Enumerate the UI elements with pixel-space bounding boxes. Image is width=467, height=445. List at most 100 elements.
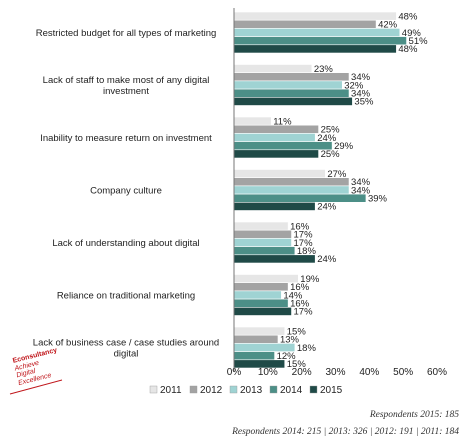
bar-2014 bbox=[233, 246, 296, 256]
category-label: Reliance on traditional marketing bbox=[57, 291, 195, 302]
value-label-2013: 18% bbox=[297, 343, 317, 354]
bar-2015 bbox=[233, 202, 316, 211]
value-label-2015: 25% bbox=[321, 149, 341, 160]
value-label-2013: 34% bbox=[351, 185, 371, 196]
value-labels: 48%42%49%51%48%23%34%32%34%35%11%25%24%2… bbox=[273, 11, 428, 370]
value-label-2014: 34% bbox=[351, 89, 371, 100]
bar-2015 bbox=[233, 306, 292, 316]
x-tick-label: 40% bbox=[359, 367, 379, 378]
bar-2011 bbox=[233, 64, 313, 73]
value-label-2013: 32% bbox=[344, 80, 364, 91]
x-tick-label: 30% bbox=[325, 367, 345, 378]
bar-2015 bbox=[233, 97, 353, 106]
bars bbox=[233, 11, 407, 369]
bar-2014 bbox=[233, 193, 367, 203]
category-label-line: Company culture bbox=[90, 186, 162, 197]
bar-2013 bbox=[233, 290, 282, 300]
bar-2014 bbox=[233, 36, 407, 46]
respondents-2015-note: Respondents 2015: 185 bbox=[369, 410, 459, 420]
category-label-line: Restricted budget for all types of marke… bbox=[36, 28, 217, 39]
value-label-2015: 15% bbox=[287, 359, 307, 370]
legend-label-2012: 2012 bbox=[200, 385, 223, 396]
value-label-2012: 17% bbox=[294, 230, 314, 241]
value-label-2014: 29% bbox=[334, 141, 354, 152]
value-label-2013: 14% bbox=[283, 290, 303, 301]
value-label-2013: 49% bbox=[402, 28, 422, 39]
x-tick-label: 60% bbox=[427, 367, 447, 378]
value-label-2011: 27% bbox=[327, 169, 347, 180]
bar-2014 bbox=[233, 88, 350, 98]
bar-2012 bbox=[233, 282, 289, 292]
legend-label-2013: 2013 bbox=[240, 385, 263, 396]
category-label: Lack of business case / case studies aro… bbox=[33, 338, 219, 360]
value-label-2014: 16% bbox=[290, 299, 310, 310]
bar-2015 bbox=[233, 44, 397, 54]
legend-swatch-2011 bbox=[149, 385, 158, 394]
category-label-line: Inability to measure return on investmen… bbox=[40, 133, 212, 144]
bar-2011 bbox=[233, 169, 326, 178]
category-label-line: Lack of understanding about digital bbox=[52, 238, 199, 249]
value-label-2011: 11% bbox=[273, 116, 292, 127]
bar-2013 bbox=[233, 28, 401, 37]
category-label: Lack of understanding about digital bbox=[52, 238, 199, 249]
value-label-2011: 16% bbox=[290, 221, 310, 232]
bar-2013 bbox=[233, 238, 292, 247]
category-label-line: Lack of business case / case studies aro… bbox=[33, 338, 219, 349]
value-label-2014: 18% bbox=[297, 246, 317, 257]
x-tick-label: 10% bbox=[258, 367, 278, 378]
value-label-2014: 51% bbox=[409, 36, 429, 47]
bar-2012 bbox=[233, 334, 279, 344]
legend-label-2011: 2011 bbox=[160, 385, 182, 396]
bar-2011 bbox=[233, 11, 397, 21]
bar-2012 bbox=[233, 229, 292, 239]
value-label-2012: 16% bbox=[290, 282, 310, 293]
category-label: Lack of staff to make most of any digita… bbox=[43, 75, 210, 97]
legend-swatch-2015 bbox=[309, 385, 318, 394]
value-label-2014: 12% bbox=[277, 351, 297, 362]
bar-2014 bbox=[233, 351, 275, 361]
category-label-line: Lack of staff to make most of any digita… bbox=[43, 75, 210, 86]
value-label-2012: 13% bbox=[280, 335, 300, 346]
value-label-2013: 24% bbox=[317, 133, 337, 144]
category-label-line: Reliance on traditional marketing bbox=[57, 291, 195, 302]
value-label-2012: 34% bbox=[351, 177, 371, 188]
value-label-2011: 19% bbox=[300, 274, 320, 285]
value-label-2011: 15% bbox=[287, 326, 307, 337]
category-label-line: digital bbox=[114, 349, 139, 360]
bar-2011 bbox=[233, 221, 289, 231]
bar-2013 bbox=[233, 80, 343, 90]
bar-2013 bbox=[233, 185, 350, 195]
value-label-2011: 23% bbox=[314, 64, 334, 75]
category-label: Company culture bbox=[90, 186, 162, 197]
value-label-2015: 35% bbox=[354, 97, 374, 108]
respondents-history-note: Respondents 2014: 215 | 2013: 326 | 2012… bbox=[232, 427, 459, 437]
bar-2013 bbox=[233, 133, 316, 142]
value-label-2012: 25% bbox=[321, 125, 341, 136]
bar-2014 bbox=[233, 298, 289, 308]
bar-2012 bbox=[233, 19, 377, 29]
bar-2011 bbox=[233, 116, 272, 126]
value-label-2014: 39% bbox=[368, 194, 388, 205]
value-label-2012: 34% bbox=[351, 72, 371, 83]
x-tick-label: 0% bbox=[227, 367, 242, 378]
logo-stamp-icon bbox=[9, 379, 63, 395]
x-axis-ticks: 0% 10% 20% 30% 40% 50% 60% bbox=[227, 367, 447, 378]
category-label: Restricted budget for all types of marke… bbox=[36, 28, 217, 39]
category-labels: Restricted budget for all types of marke… bbox=[33, 28, 219, 360]
value-label-2015: 17% bbox=[294, 307, 314, 318]
category-label: Inability to measure return on investmen… bbox=[40, 133, 212, 144]
value-label-2012: 42% bbox=[378, 20, 398, 31]
legend: 2011 2012 2013 2014 2015 bbox=[149, 385, 343, 396]
bar-2015 bbox=[233, 149, 319, 159]
bar-2011 bbox=[233, 274, 299, 283]
econsultancy-logo: Econsultancy Achieve Digital Excellence bbox=[6, 347, 72, 402]
legend-swatch-2012 bbox=[189, 385, 198, 394]
value-label-2015: 24% bbox=[317, 254, 337, 265]
value-label-2013: 17% bbox=[294, 238, 314, 249]
x-tick-label: 20% bbox=[292, 367, 312, 378]
legend-swatch-2014 bbox=[269, 385, 278, 394]
legend-label-2015: 2015 bbox=[320, 385, 343, 396]
value-label-2015: 24% bbox=[317, 202, 337, 213]
x-tick-label: 50% bbox=[393, 367, 413, 378]
